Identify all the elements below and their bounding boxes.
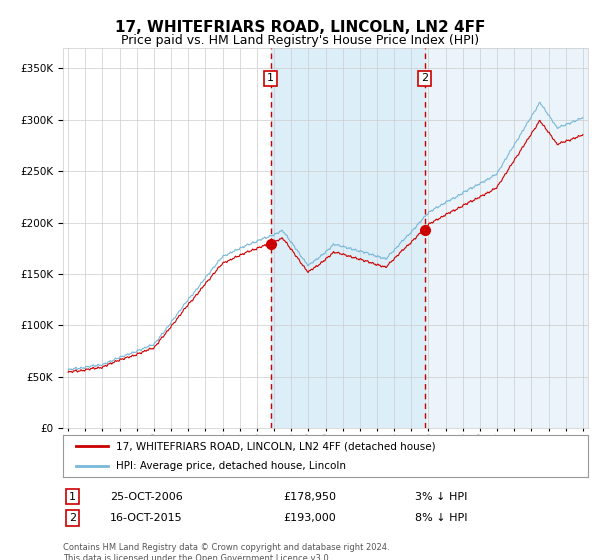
Text: 2: 2 — [421, 73, 428, 83]
Text: £178,950: £178,950 — [284, 492, 337, 502]
Text: HPI: Average price, detached house, Lincoln: HPI: Average price, detached house, Linc… — [115, 461, 346, 472]
Text: 2: 2 — [69, 513, 76, 523]
Text: 1: 1 — [69, 492, 76, 502]
Text: 25-OCT-2006: 25-OCT-2006 — [110, 492, 183, 502]
Text: 17, WHITEFRIARS ROAD, LINCOLN, LN2 4FF: 17, WHITEFRIARS ROAD, LINCOLN, LN2 4FF — [115, 20, 485, 35]
Text: Price paid vs. HM Land Registry's House Price Index (HPI): Price paid vs. HM Land Registry's House … — [121, 34, 479, 46]
Text: 1: 1 — [267, 73, 274, 83]
Text: 16-OCT-2015: 16-OCT-2015 — [110, 513, 183, 523]
Bar — [271, 48, 425, 428]
Text: Contains HM Land Registry data © Crown copyright and database right 2024.
This d: Contains HM Land Registry data © Crown c… — [63, 543, 389, 560]
Text: 17, WHITEFRIARS ROAD, LINCOLN, LN2 4FF (detached house): 17, WHITEFRIARS ROAD, LINCOLN, LN2 4FF (… — [115, 441, 435, 451]
Text: £193,000: £193,000 — [284, 513, 336, 523]
Bar — [425, 48, 600, 428]
Text: 8% ↓ HPI: 8% ↓ HPI — [415, 513, 467, 523]
Text: 3% ↓ HPI: 3% ↓ HPI — [415, 492, 467, 502]
